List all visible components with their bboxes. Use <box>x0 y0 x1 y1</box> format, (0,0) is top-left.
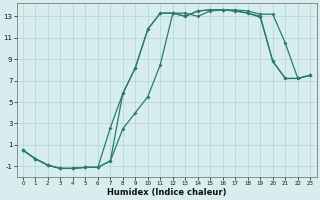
X-axis label: Humidex (Indice chaleur): Humidex (Indice chaleur) <box>107 188 226 197</box>
